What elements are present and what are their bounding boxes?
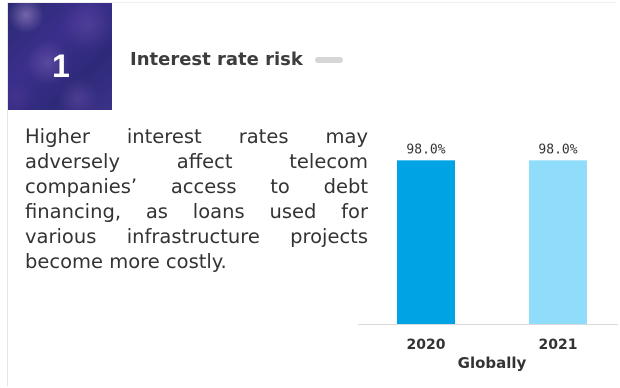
- bar-2020: [397, 160, 455, 324]
- data-label-2021: 98.0%: [538, 143, 577, 157]
- risk-card: 1 Interest rate risk Higher interest rat…: [7, 2, 618, 386]
- risk-number: 1: [52, 48, 70, 84]
- data-label-2020: 98.0%: [406, 143, 445, 157]
- bar-2021: [529, 160, 587, 324]
- bar-chart-svg: 98.0% 2020 98.0% 2021 Globally: [358, 143, 618, 372]
- risk-title-row: Interest rate risk: [130, 49, 343, 70]
- risk-title: Interest rate risk: [130, 49, 303, 70]
- risk-description: Higher interest rates may adversely affe…: [25, 125, 368, 273]
- x-axis-label: Globally: [458, 354, 527, 372]
- x-tick-label-2021: 2021: [539, 337, 578, 353]
- x-tick-label-2020: 2020: [407, 337, 446, 353]
- title-dash-decoration: [314, 56, 343, 63]
- risk-number-badge: 1: [8, 3, 112, 110]
- bar-chart: 98.0% 2020 98.0% 2021 Globally: [358, 143, 618, 383]
